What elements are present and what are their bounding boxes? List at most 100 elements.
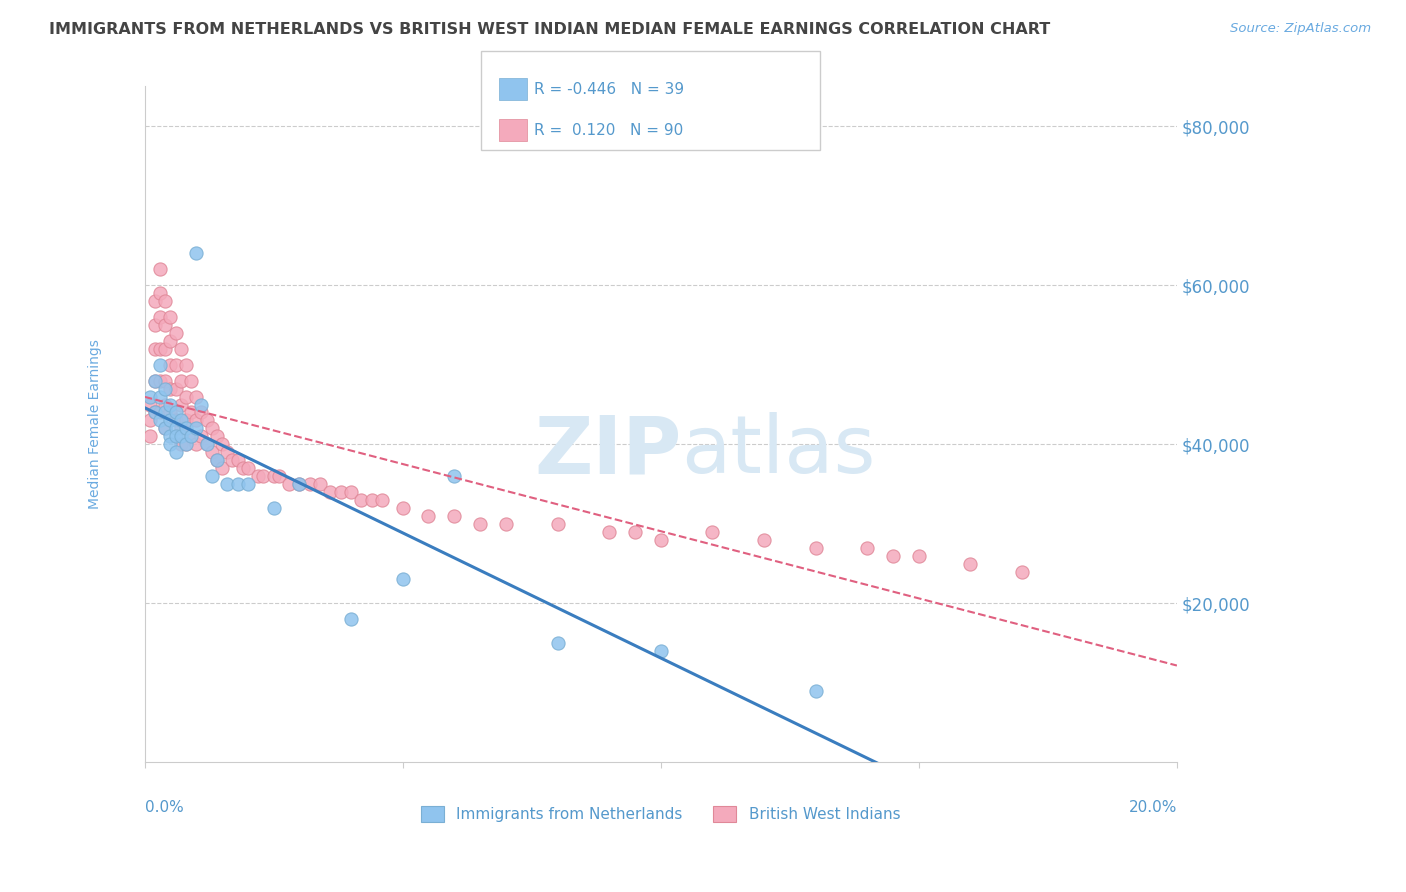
Point (155, 342, 177, 356)
Point (159, 429, 181, 443)
Point (804, 541, 827, 555)
Point (159, 382, 181, 396)
Point (170, 421, 193, 435)
Point (143, 374, 166, 388)
Text: R =  0.120   N = 90: R = 0.120 N = 90 (534, 123, 683, 138)
Point (309, 477, 332, 491)
Point (170, 374, 193, 388)
Point (329, 485, 352, 500)
Point (165, 382, 187, 396)
Point (263, 469, 285, 483)
Point (149, 262, 172, 277)
Point (143, 318, 166, 332)
Point (226, 477, 249, 491)
Point (547, 636, 569, 650)
Point (908, 549, 931, 563)
Point (159, 437, 181, 451)
Text: Source: ZipAtlas.com: Source: ZipAtlas.com (1230, 22, 1371, 36)
Point (598, 524, 620, 539)
Point (165, 445, 187, 459)
Point (170, 437, 193, 451)
Point (360, 492, 382, 507)
Text: ZIP: ZIP (534, 412, 682, 491)
Point (170, 429, 193, 443)
Point (159, 334, 181, 348)
Point (165, 358, 187, 372)
Point (186, 421, 208, 435)
Point (959, 557, 981, 571)
Point (159, 310, 181, 324)
Point (298, 477, 321, 491)
Point (170, 413, 193, 427)
Point (149, 342, 172, 356)
Point (236, 477, 259, 491)
Point (340, 612, 363, 626)
Point (186, 437, 208, 451)
Point (288, 477, 311, 491)
Text: 0.0%: 0.0% (145, 799, 183, 814)
Point (149, 310, 172, 324)
Point (443, 469, 465, 483)
Point (263, 500, 285, 515)
Point (139, 397, 162, 411)
Point (288, 477, 311, 491)
Point (139, 429, 162, 443)
Point (186, 390, 208, 404)
Point (143, 405, 166, 419)
Point (149, 374, 172, 388)
Point (155, 421, 177, 435)
Point (205, 429, 228, 443)
Text: Median Female Earnings: Median Female Earnings (89, 340, 103, 509)
Point (174, 390, 197, 404)
Point (190, 405, 212, 419)
Point (165, 429, 187, 443)
Point (149, 286, 172, 301)
Point (217, 445, 239, 459)
Point (221, 453, 243, 467)
Point (190, 397, 212, 411)
Point (155, 318, 177, 332)
Text: R = -0.446   N = 39: R = -0.446 N = 39 (534, 81, 685, 96)
Point (702, 524, 724, 539)
Point (252, 469, 274, 483)
Point (217, 477, 239, 491)
Point (180, 405, 202, 419)
Point (391, 500, 413, 515)
Point (174, 437, 197, 451)
Point (650, 533, 672, 547)
Point (159, 413, 181, 427)
Point (391, 573, 413, 587)
Point (319, 485, 342, 500)
Point (159, 397, 181, 411)
Point (165, 326, 187, 340)
Point (159, 405, 181, 419)
Point (180, 374, 202, 388)
Point (201, 469, 224, 483)
Point (882, 549, 904, 563)
Point (155, 374, 177, 388)
Point (443, 508, 465, 523)
Point (624, 524, 647, 539)
Point (468, 516, 491, 531)
Point (159, 358, 181, 372)
Point (804, 683, 827, 698)
Point (211, 461, 233, 475)
Point (236, 461, 259, 475)
Text: atlas: atlas (682, 412, 876, 491)
Point (165, 413, 187, 427)
Point (201, 445, 224, 459)
Point (186, 246, 208, 260)
Point (418, 508, 440, 523)
Point (232, 461, 254, 475)
Point (155, 397, 177, 411)
Point (195, 413, 218, 427)
Point (143, 342, 166, 356)
Point (205, 453, 228, 467)
Point (149, 390, 172, 404)
Point (165, 421, 187, 435)
Point (149, 405, 172, 419)
Point (371, 492, 394, 507)
Point (201, 421, 224, 435)
Point (205, 453, 228, 467)
Point (856, 541, 879, 555)
